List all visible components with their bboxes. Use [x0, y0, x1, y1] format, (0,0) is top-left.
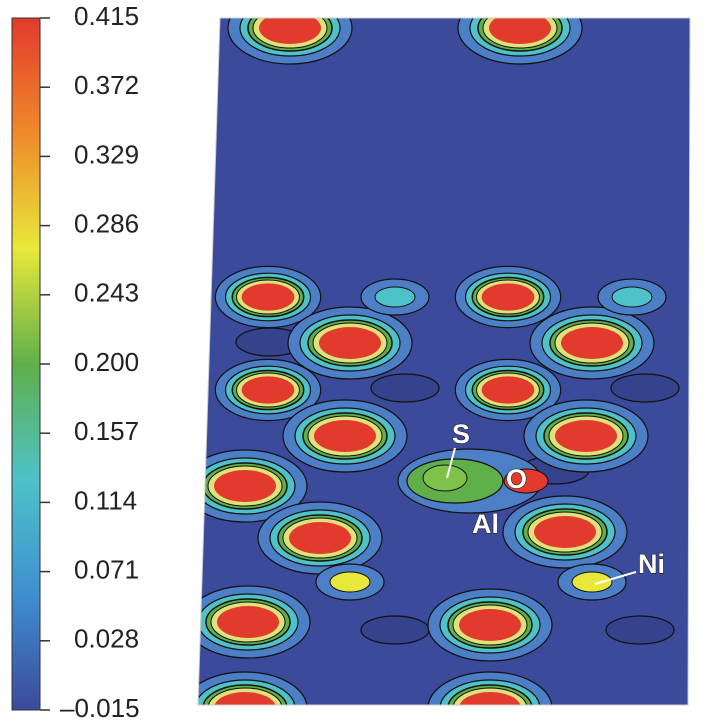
core	[481, 376, 535, 404]
core	[259, 18, 321, 44]
contour	[605, 615, 675, 645]
core	[571, 571, 613, 593]
annotation: Al	[472, 509, 499, 539]
tick-label: 0.200	[74, 347, 139, 377]
annotation: O	[506, 464, 527, 494]
core	[319, 327, 381, 359]
map-frame	[197, 17, 691, 706]
core	[241, 376, 295, 404]
core	[241, 283, 295, 311]
core	[329, 571, 371, 593]
pointer	[446, 447, 456, 479]
tick-label: –0.015	[60, 693, 140, 723]
core	[489, 18, 551, 44]
tick-label: 0.286	[74, 208, 139, 238]
tick-label: 0.415	[74, 1, 139, 31]
core	[611, 286, 653, 308]
core	[481, 283, 535, 311]
core	[561, 327, 623, 359]
contour	[360, 615, 430, 645]
contour	[610, 373, 680, 403]
density-map	[198, 18, 690, 705]
core	[459, 692, 521, 705]
colorbar	[11, 17, 41, 711]
tick-label: 0.243	[74, 278, 139, 308]
core	[214, 470, 276, 502]
contour	[370, 373, 440, 403]
tick-label: 0.071	[74, 554, 139, 584]
tick-label: 0.157	[74, 416, 139, 446]
pointer	[594, 571, 637, 585]
core	[289, 522, 351, 554]
core	[214, 692, 276, 705]
core	[555, 420, 617, 452]
tick-label: 0.329	[74, 139, 139, 169]
core	[534, 516, 596, 548]
core	[314, 420, 376, 452]
ring	[422, 464, 468, 492]
tick-label: 0.372	[74, 70, 139, 100]
core	[503, 468, 549, 494]
core	[374, 286, 416, 308]
core	[459, 609, 521, 641]
tick-label: 0.028	[74, 624, 139, 654]
annotation: S	[452, 419, 470, 449]
tick-label: 0.114	[74, 485, 137, 515]
annotation: Ni	[638, 549, 665, 579]
core	[217, 606, 279, 638]
